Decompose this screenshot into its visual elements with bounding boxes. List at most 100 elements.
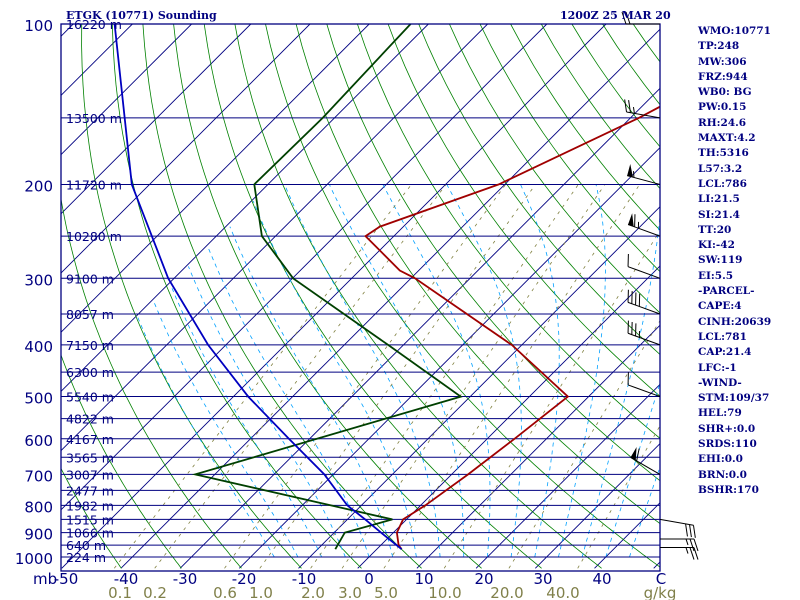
dry-adiabat <box>111 24 362 569</box>
isotherm-line <box>61 24 252 215</box>
temperature-tick-label: 30 <box>533 570 552 588</box>
stat-line: WB0: BG <box>698 86 752 99</box>
height-label: 4822 m <box>66 412 114 427</box>
moist-adiabat <box>229 226 394 558</box>
dry-adiabat <box>173 24 482 569</box>
stat-line: BSHR:170 <box>698 483 759 496</box>
stat-line: SW:119 <box>698 254 743 267</box>
wind-barb <box>624 99 661 119</box>
isotherm-line <box>0 24 14 568</box>
wind-barb-pennant <box>627 164 633 178</box>
wind-barb-staff <box>627 266 661 279</box>
background-grid <box>0 24 660 569</box>
height-label: 3565 m <box>66 450 114 465</box>
temperature-tick-label: -40 <box>114 570 139 588</box>
pressure-tick-label: 700 <box>24 467 53 485</box>
height-label: 16220 m <box>66 17 122 32</box>
temperature-tick-label: 20 <box>474 570 493 588</box>
mixing-ratio-line <box>443 230 660 569</box>
wind-barb-feather <box>636 448 640 462</box>
stat-line: TT:20 <box>698 223 732 236</box>
mixing-ratio-label: g/kg <box>644 584 677 600</box>
isotherm-line <box>238 146 660 569</box>
wind-barb <box>627 164 661 185</box>
wind-barb-staff <box>627 384 661 398</box>
stat-line: L57:3.2 <box>698 162 743 175</box>
height-label: 6300 m <box>66 365 114 380</box>
dry-adiabat <box>449 24 660 314</box>
height-label: 4167 m <box>66 432 114 447</box>
stat-line: BRN:0.0 <box>698 468 747 481</box>
pressure-tick-label: 900 <box>24 526 53 544</box>
stat-line: -PARCEL- <box>698 285 755 298</box>
mixing-ratio-label: 1.0 <box>249 584 273 600</box>
stat-line: EHI:0.0 <box>698 453 743 466</box>
isotherm-line <box>61 24 74 37</box>
mixing-ratio-label: 0.2 <box>143 584 167 600</box>
temperature-tick-label: 0 <box>364 570 374 588</box>
stat-line: SHR+:0.0 <box>698 422 756 435</box>
wind-barb-feather <box>625 11 631 25</box>
height-label: 9100 m <box>66 271 114 286</box>
isobar-lines <box>61 23 660 558</box>
dry-adiabat <box>265 24 660 568</box>
isotherm-line <box>61 24 548 511</box>
sounding-indices-panel: WMO:10771 TP:248 MW:306 FRZ:944 WB0: BG PW:0.… <box>698 24 798 498</box>
moist-adiabat <box>152 300 299 558</box>
wind-barb-feather <box>685 523 688 537</box>
wind-barb-half-feather <box>632 107 635 114</box>
pressure-tick-label: 500 <box>24 390 53 408</box>
wind-barb <box>621 11 660 25</box>
isotherm-line <box>61 24 192 156</box>
isotherm-line <box>416 324 660 569</box>
wind-barb-feather <box>692 525 696 538</box>
wind-barb <box>627 289 661 315</box>
stat-line: STM:109/37 <box>698 392 770 405</box>
wind-barb <box>627 372 661 398</box>
wind-barb <box>627 320 661 346</box>
height-label: 1982 m <box>66 498 114 513</box>
stat-line: LCL:781 <box>698 330 747 343</box>
stat-line: LFC:-1 <box>698 361 737 374</box>
parcel-line <box>113 24 403 550</box>
isotherm-line <box>475 383 660 569</box>
pressure-tick-label: 300 <box>24 271 53 289</box>
dry-adiabat <box>61 353 182 569</box>
stat-line: SRDS:110 <box>698 438 757 451</box>
wind-barb-staff <box>659 518 694 526</box>
wind-barb-feather <box>621 11 627 25</box>
wind-barb <box>627 213 661 237</box>
wind-barb-feather <box>693 547 699 560</box>
wind-barb-feather <box>689 524 692 538</box>
dry-adiabat <box>295 24 660 525</box>
stat-line: MW:306 <box>698 55 747 68</box>
moist-adiabat <box>137 317 275 558</box>
pressure-tick-label: 200 <box>24 177 53 195</box>
moist-adiabat <box>382 184 491 558</box>
wind-barb <box>660 538 699 552</box>
mixing-ratio-line <box>383 184 641 569</box>
stat-line: RH:24.6 <box>698 116 747 129</box>
isotherm-line <box>534 442 660 569</box>
temperature-tick-label: -30 <box>173 570 198 588</box>
stat-line: CAPE:4 <box>698 300 742 313</box>
station-title: ETGK (10771) Sounding <box>66 9 217 22</box>
plot-frame <box>60 23 661 572</box>
mixing-ratio-label: 5.0 <box>374 584 398 600</box>
dewpoint-line <box>191 24 463 550</box>
wind-barb <box>630 447 661 475</box>
wind-barb-half-feather <box>685 547 689 554</box>
mixing-ratio-line <box>577 424 660 569</box>
wind-barb-feather <box>628 100 631 113</box>
stat-line: FRZ:944 <box>698 70 748 83</box>
moist-adiabat <box>581 211 660 558</box>
height-label: 11720 m <box>66 177 122 192</box>
isotherm-line <box>61 24 429 393</box>
moist-adiabat <box>520 184 560 558</box>
height-label: 5540 m <box>66 390 114 405</box>
wind-barb-staff <box>626 111 661 119</box>
isotherm-line <box>298 206 660 569</box>
dry-adiabat <box>357 24 660 439</box>
wind-barb-half-feather <box>685 538 689 546</box>
